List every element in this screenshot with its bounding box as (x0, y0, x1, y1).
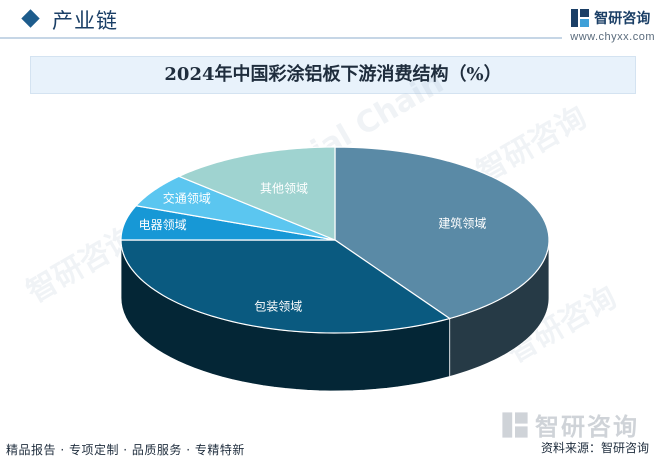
footer-logo-text: 智研咨询 (535, 413, 639, 441)
brand-logo-icon (571, 9, 590, 27)
pie-slice[interactable] (120, 205, 336, 241)
pie-slice-label: 其他领域 (260, 181, 308, 195)
chart-title: 2024年中国彩涂铝板下游消费结构（%） (164, 64, 502, 85)
section-header: 产业链 智研咨询 www.chyxx.com (0, 0, 665, 44)
section-title: 产业链 (52, 9, 118, 33)
source-note: 资料来源：智研咨询 (540, 441, 649, 455)
pie-slice[interactable] (177, 146, 336, 241)
pie-slice[interactable] (120, 239, 452, 334)
pie-slice[interactable] (134, 175, 336, 241)
pie-slice-label: 建筑领域 (438, 215, 486, 230)
chart-title-bar: 2024年中国彩涂铝板下游消费结构（%） (30, 56, 636, 94)
brand-name: 智研咨询 (594, 11, 651, 27)
pie-slice[interactable] (334, 146, 550, 320)
pie-top (120, 146, 550, 334)
header-divider (0, 37, 562, 39)
brand[interactable]: 智研咨询 www.chyxx.com (570, 8, 655, 43)
footer-logo: 智研咨询 (501, 407, 639, 442)
pie-slice-label: 包装领域 (254, 299, 302, 313)
pie-slice-label: 电器领域 (139, 218, 187, 232)
footer-tagline: 精品报告 · 专项定制 · 品质服务 · 专精特新 (6, 443, 245, 457)
footer-logo-icon (502, 411, 528, 438)
pie-slice-label: 交通领域 (163, 191, 211, 206)
brand-url: www.chyxx.com (570, 31, 655, 43)
